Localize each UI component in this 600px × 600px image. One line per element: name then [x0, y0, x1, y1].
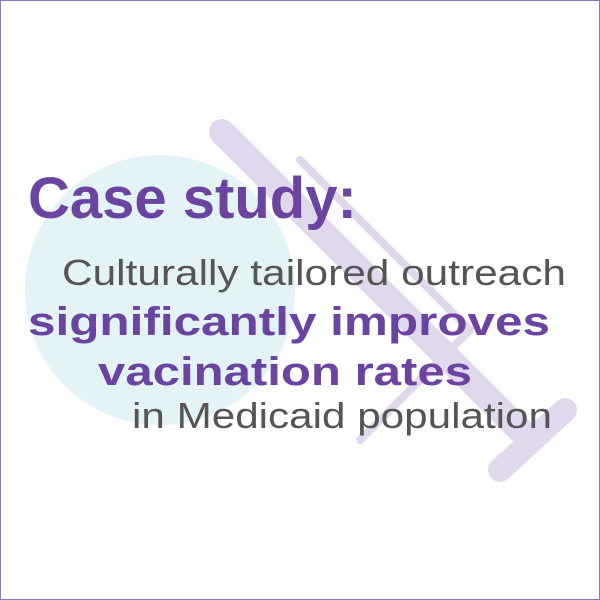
emphasis-line: significantly improves — [28, 300, 550, 344]
emphasis-line: vacination rates — [98, 350, 472, 394]
heading: Case study: — [28, 166, 357, 231]
background-circle — [25, 155, 295, 425]
subtitle-line: Culturally tailored outreach — [62, 252, 566, 293]
syringe-icon — [209, 119, 577, 482]
subtitle-line: in Medicaid population — [132, 395, 552, 436]
